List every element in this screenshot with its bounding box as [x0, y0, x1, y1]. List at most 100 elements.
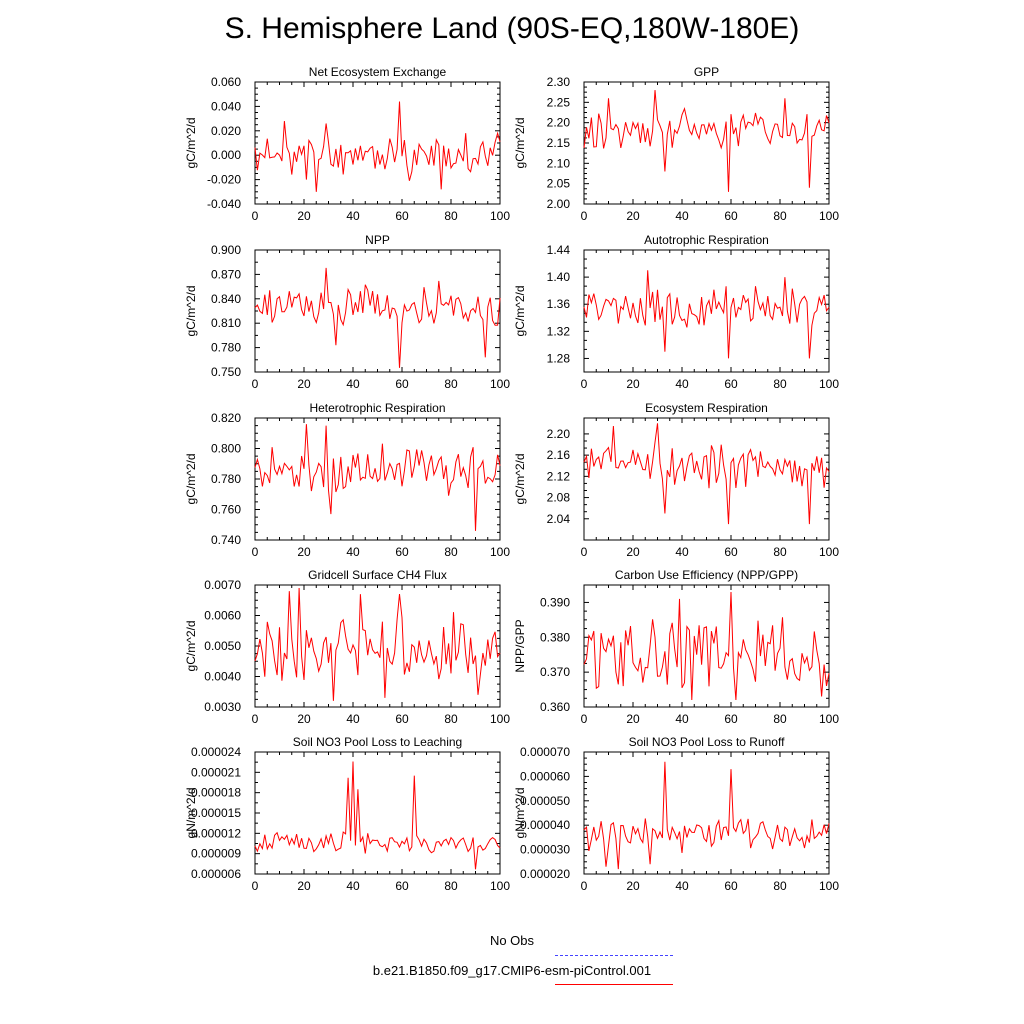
panel-3-plot-title: Autotrophic Respiration: [644, 233, 769, 247]
panel-4-plot-title: Heterotrophic Respiration: [309, 401, 445, 415]
panel-1-y-tick-label: 2.25: [547, 95, 571, 109]
panel-2-plot-frame: [254, 249, 501, 373]
panel-7-x-tick-label: 40: [675, 712, 689, 726]
panel-8-y-tick-label: 0.000009: [191, 847, 241, 861]
panel-5-y-axis-label: gC/m^2/d: [513, 454, 527, 505]
legend-model-label: b.e21.B1850.f09_g17.CMIP6-esm-piControl.…: [372, 963, 652, 978]
panel-9-y-tick-label: 0.000030: [520, 843, 570, 857]
panel-3-x-tick-label: 60: [724, 377, 738, 391]
panel-8-plot-title: Soil NO3 Pool Loss to Leaching: [293, 735, 462, 749]
panel-9-x-tick-label: 60: [724, 879, 738, 893]
panel-1-y-tick-label: 2.00: [547, 197, 571, 211]
panel-8-series-line: [254, 761, 501, 870]
panel-6-y-tick-label: 0.0060: [204, 609, 241, 623]
panel-3-y-tick-label: 1.36: [547, 297, 571, 311]
panel-8-y-tick-label: 0.000015: [191, 806, 241, 820]
panel-8-x-tick-label: 0: [252, 879, 259, 893]
panel-0-y-tick-label: 0.060: [211, 75, 241, 89]
panel-6-y-tick-label: 0.0070: [204, 578, 241, 592]
panel-6-series-line: [254, 587, 501, 701]
panel-3-y-tick-label: 1.40: [547, 270, 571, 284]
panel-1-plot-frame: [583, 81, 830, 205]
panel-1-series-line: [583, 90, 830, 192]
panel-8-x-tick-label: 80: [444, 879, 458, 893]
panel-2-x-tick-label: 20: [297, 377, 311, 391]
panel-4-y-tick-label: 0.800: [211, 442, 241, 456]
panel-3-x-tick-label: 40: [675, 377, 689, 391]
panel-1-plot-title: GPP: [694, 65, 719, 79]
panel-3-x-tick-label: 20: [626, 377, 640, 391]
panel-4-y-tick-label: 0.780: [211, 472, 241, 486]
panel-5-y-tick-label: 2.04: [547, 512, 571, 526]
panel-1-y-axis-label: gC/m^2/d: [513, 118, 527, 169]
panel-6-x-tick-label: 100: [490, 712, 510, 726]
panel-7-plot-title: Carbon Use Efficiency (NPP/GPP): [615, 568, 798, 582]
panel-8-plot-frame: [254, 751, 501, 875]
panel-7-x-tick-label: 20: [626, 712, 640, 726]
panel-9-x-tick-label: 20: [626, 879, 640, 893]
panel-7-y-tick-label: 0.390: [540, 595, 570, 609]
panel-3-x-tick-label: 80: [773, 377, 787, 391]
panel-5-x-tick-label: 20: [626, 545, 640, 559]
panel-0-x-tick-label: 20: [297, 209, 311, 223]
panel-9-y-tick-label: 0.000060: [520, 769, 570, 783]
panel-8-y-axis-label: gN/m^2/d: [184, 788, 198, 839]
panel-3-y-tick-label: 1.28: [547, 351, 571, 365]
panel-8-y-tick-label: 0.000024: [191, 745, 241, 759]
panel-3-y-tick-label: 1.32: [547, 324, 571, 338]
panel-1-x-tick-label: 0: [581, 209, 588, 223]
panel-5-x-tick-label: 80: [773, 545, 787, 559]
panel-9-y-tick-label: 0.000050: [520, 794, 570, 808]
panel-3-y-axis-label: gC/m^2/d: [513, 286, 527, 337]
panel-6-y-tick-label: 0.0050: [204, 639, 241, 653]
panel-0-series-line: [254, 101, 501, 192]
panel-8-y-tick-label: 0.000021: [191, 765, 241, 779]
panel-7-series-line: [583, 591, 830, 701]
panel-6-x-tick-label: 40: [346, 712, 360, 726]
panel-3-plot-frame: [583, 249, 830, 373]
panel-9-y-axis-label: gN/m^2/d: [513, 788, 527, 839]
page-title: S. Hemisphere Land (90S-EQ,180W-180E): [224, 12, 800, 45]
panel-4-y-axis-label: gC/m^2/d: [184, 454, 198, 505]
panel-9-plot-title: Soil NO3 Pool Loss to Runoff: [629, 735, 786, 749]
panel-8-y-tick-label: 0.000018: [191, 786, 241, 800]
panel-6-plot-title: Gridcell Surface CH4 Flux: [308, 568, 447, 582]
panel-2-series-line: [254, 267, 501, 368]
legend-obs-swatch: [555, 955, 673, 956]
panel-3-x-tick-label: 100: [819, 377, 839, 391]
panel-2-x-tick-label: 80: [444, 377, 458, 391]
panel-1-x-tick-label: 60: [724, 209, 738, 223]
panel-7-y-tick-label: 0.360: [540, 700, 570, 714]
panel-4-y-tick-label: 0.820: [211, 411, 241, 425]
panel-4-x-tick-label: 80: [444, 545, 458, 559]
panel-7-y-axis-label: NPP/GPP: [513, 619, 527, 672]
panel-3-series-line: [583, 270, 830, 359]
panel-2-x-tick-label: 60: [395, 377, 409, 391]
panel-8-x-tick-label: 60: [395, 879, 409, 893]
panel-0-y-tick-label: 0.000: [211, 148, 241, 162]
panel-9-y-tick-label: 0.000040: [520, 818, 570, 832]
panel-0-plot-frame: [254, 81, 501, 205]
panel-5-x-tick-label: 60: [724, 545, 738, 559]
panel-7-y-tick-label: 0.380: [540, 630, 570, 644]
panel-5-x-tick-label: 100: [819, 545, 839, 559]
panel-6-x-tick-label: 80: [444, 712, 458, 726]
panel-9-x-tick-label: 100: [819, 879, 839, 893]
panel-9-x-tick-label: 80: [773, 879, 787, 893]
panel-8-x-tick-label: 100: [490, 879, 510, 893]
panel-9-plot-frame: [583, 751, 830, 875]
panel-6-x-tick-label: 20: [297, 712, 311, 726]
panel-2-x-tick-label: 40: [346, 377, 360, 391]
panel-1-x-tick-label: 20: [626, 209, 640, 223]
panel-5-y-tick-label: 2.20: [547, 427, 571, 441]
panel-5-x-tick-label: 0: [581, 545, 588, 559]
panel-1-x-tick-label: 80: [773, 209, 787, 223]
panel-2-y-tick-label: 0.870: [211, 267, 241, 281]
panel-5-plot-title: Ecosystem Respiration: [645, 401, 768, 415]
panel-9-y-tick-label: 0.000020: [520, 867, 570, 881]
panel-1-y-tick-label: 2.15: [547, 136, 571, 150]
panel-0-y-tick-label: -0.020: [207, 173, 241, 187]
panel-8-x-tick-label: 20: [297, 879, 311, 893]
panel-2-y-tick-label: 0.900: [211, 243, 241, 257]
